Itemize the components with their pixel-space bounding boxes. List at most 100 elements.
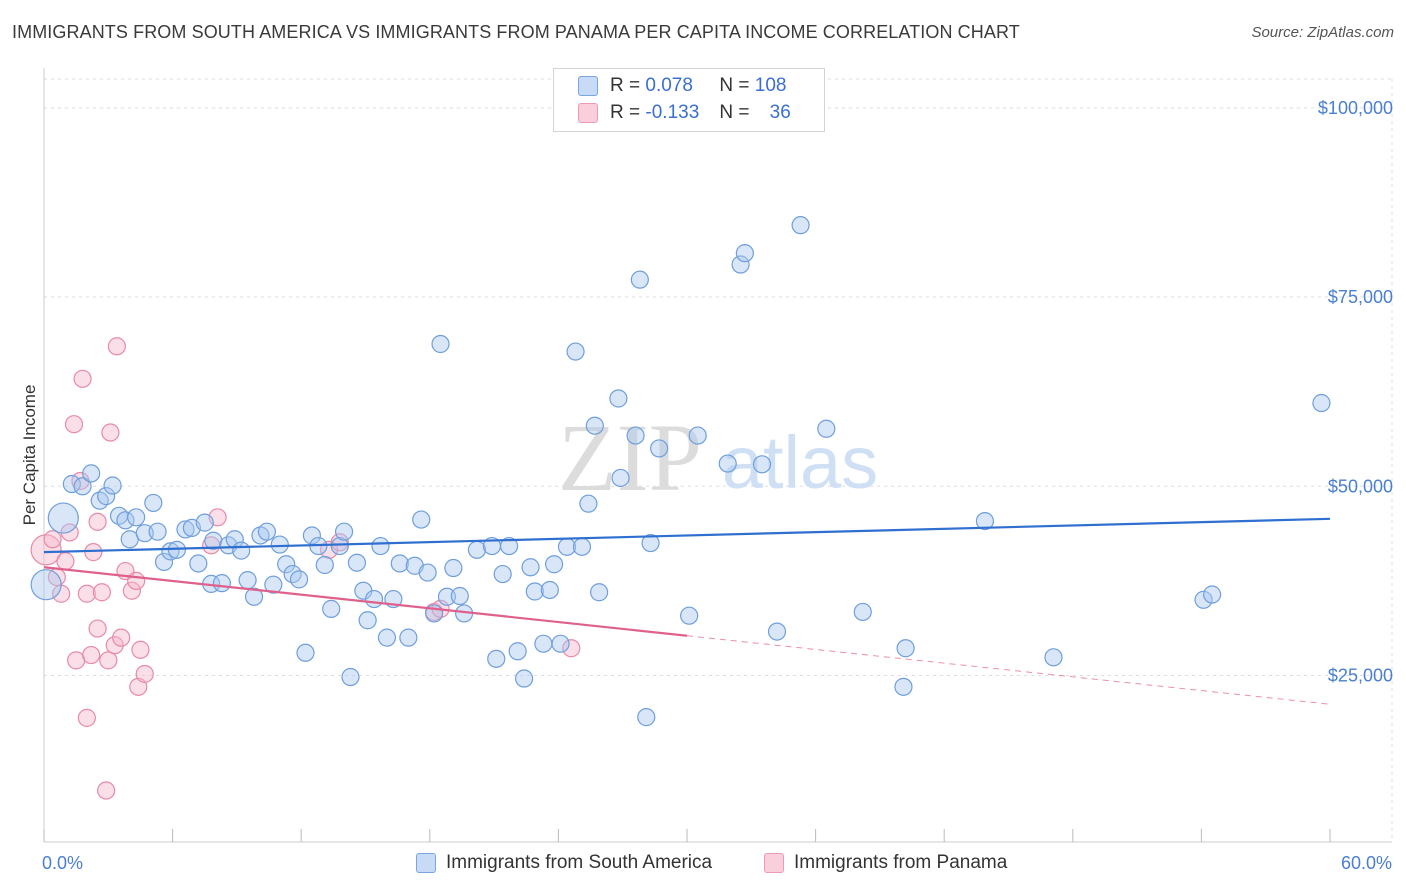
- bottom-legend-label: Immigrants from Panama: [794, 852, 1008, 873]
- panama-point: [73, 369, 92, 388]
- south-america-point: [347, 553, 367, 572]
- south-america-point: [975, 511, 995, 531]
- panama-point: [88, 512, 107, 531]
- south-america-point: [500, 536, 519, 556]
- panama-point: [135, 664, 154, 684]
- legend-row-panama: R = -0.133 N = 36: [578, 101, 791, 125]
- bottom-legend-panama: Immigrants from Panama: [764, 852, 1007, 874]
- legend-n-label: N =: [719, 75, 750, 96]
- south-america-point: [195, 513, 214, 532]
- panama-point: [99, 651, 118, 670]
- south-america-point: [437, 587, 457, 606]
- panama-point: [64, 415, 84, 434]
- panama-point: [77, 708, 96, 727]
- south-america-point: [735, 244, 754, 263]
- south-america-point: [680, 606, 699, 625]
- trend-lines: [43, 517, 1331, 705]
- south-america-point: [238, 571, 257, 590]
- panama-point: [105, 636, 124, 655]
- south-america-point: [341, 667, 360, 687]
- legend-r-value: 0.078: [645, 75, 693, 96]
- y-axis-label: Per Capita Income: [20, 385, 39, 526]
- south-america-point: [894, 677, 913, 696]
- south-america-point: [82, 464, 101, 483]
- south-america-point: [412, 510, 431, 529]
- panama-point: [43, 530, 62, 549]
- y-tick-label: $100,000: [1318, 98, 1393, 118]
- south-america-point: [377, 628, 397, 647]
- source-credit: Source: ZipAtlas.com: [1251, 24, 1394, 41]
- south-america-point: [1044, 648, 1063, 667]
- south-america-point: [540, 580, 559, 600]
- south-america-point: [896, 639, 915, 658]
- bottom-legend-label: Immigrants from South America: [446, 852, 713, 873]
- panama-point: [107, 337, 126, 356]
- panama-trend-line: [43, 566, 688, 637]
- south-america-point: [545, 555, 564, 574]
- south-america-point: [817, 419, 836, 438]
- south-america-point: [534, 634, 553, 653]
- south-america-point: [767, 622, 787, 641]
- south-america-point: [62, 474, 81, 494]
- panama-point: [30, 534, 62, 566]
- south-america-point: [103, 476, 122, 495]
- south-america-point: [399, 628, 418, 647]
- legend-swatch-pink: [578, 103, 598, 123]
- south-america-point: [73, 477, 92, 496]
- panama-point: [84, 543, 103, 562]
- south-america-point: [154, 552, 174, 572]
- watermark-atlas: atlas: [722, 421, 878, 504]
- legend-row-south-america: R = 0.078 N = 108: [578, 74, 786, 98]
- chart-title: IMMIGRANTS FROM SOUTH AMERICA VS IMMIGRA…: [12, 22, 1020, 42]
- south-america-point: [585, 416, 604, 435]
- south-america-point: [626, 426, 645, 445]
- bottom-legend-south-america: Immigrants from South America: [416, 852, 712, 874]
- south-america-point: [232, 541, 251, 560]
- panama-point: [131, 640, 150, 659]
- watermark-zip: ZIP: [558, 404, 702, 511]
- south-america-point: [487, 649, 506, 668]
- south-america-point: [315, 555, 334, 575]
- south-america-point: [641, 533, 660, 553]
- panama-point: [82, 645, 101, 665]
- south-america-point: [264, 575, 283, 594]
- panama-point: [77, 584, 96, 603]
- south-america-point: [244, 587, 264, 606]
- south-america-point: [418, 563, 437, 582]
- south-america-point: [791, 216, 810, 235]
- south-america-point: [371, 536, 390, 556]
- legend-swatch-blue: [578, 76, 598, 96]
- legend-r-label: R =: [610, 102, 641, 123]
- south-america-point: [579, 494, 598, 513]
- south-america-trend-line: [43, 517, 1331, 554]
- south-america-point: [97, 487, 116, 506]
- south-america-point: [515, 669, 534, 688]
- south-america-point: [637, 708, 656, 727]
- south-america-point: [444, 558, 463, 578]
- south-america-point: [467, 540, 487, 559]
- south-america-point: [752, 455, 772, 474]
- south-america-point: [127, 508, 146, 527]
- south-america-point: [853, 602, 872, 622]
- south-america-point: [257, 522, 277, 541]
- legend-n-value: 36: [769, 102, 791, 123]
- south-america-point: [322, 599, 341, 618]
- south-america-point: [551, 634, 570, 653]
- south-america-point: [302, 526, 322, 545]
- legend-r-value: -0.133: [645, 102, 700, 123]
- panama-point: [122, 581, 141, 600]
- south-america-point: [630, 270, 649, 289]
- south-america-point: [590, 583, 609, 602]
- south-america-point: [277, 555, 296, 574]
- south-america-point: [330, 536, 349, 556]
- south-america-point: [364, 589, 384, 609]
- panama-point: [88, 619, 107, 638]
- y-tick-label: $75,000: [1328, 287, 1393, 307]
- legend-n-value: 108: [754, 75, 787, 96]
- south-america-point: [1194, 590, 1213, 609]
- south-america-point: [148, 522, 167, 541]
- south-america-point: [116, 511, 135, 530]
- south-america-point: [731, 255, 750, 274]
- legend-n-label: N =: [719, 102, 750, 123]
